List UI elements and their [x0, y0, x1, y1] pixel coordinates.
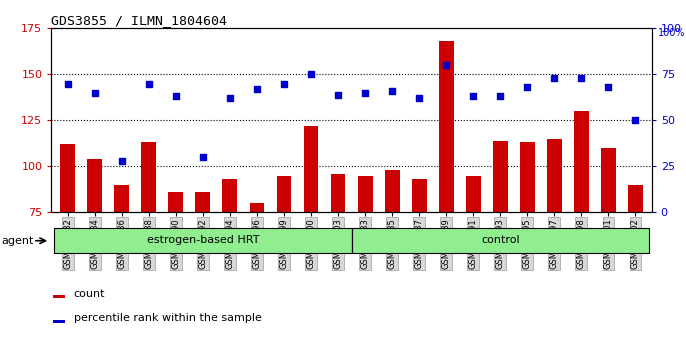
Bar	[439, 41, 453, 350]
Bar	[54, 228, 351, 253]
Bar	[54, 320, 65, 323]
Bar	[168, 192, 183, 350]
Bar	[276, 176, 292, 350]
Bar	[574, 111, 589, 350]
Text: count: count	[74, 289, 105, 299]
Point	[603, 84, 614, 90]
Point	[170, 93, 181, 99]
Point	[252, 86, 263, 92]
Point	[495, 93, 506, 99]
Text: control: control	[481, 235, 519, 245]
Bar	[115, 185, 129, 350]
Bar	[547, 139, 562, 350]
Bar	[628, 185, 643, 350]
Point	[549, 75, 560, 81]
Text: GDS3855 / ILMN_1804604: GDS3855 / ILMN_1804604	[51, 14, 228, 27]
Point	[198, 154, 209, 160]
Point	[62, 81, 73, 86]
Text: percentile rank within the sample: percentile rank within the sample	[74, 313, 261, 323]
Text: estrogen-based HRT: estrogen-based HRT	[147, 235, 259, 245]
Point	[630, 118, 641, 123]
Bar	[141, 142, 156, 350]
Point	[143, 81, 154, 86]
Text: 100%: 100%	[658, 28, 685, 38]
Point	[359, 90, 370, 96]
Bar	[357, 176, 372, 350]
Text: agent: agent	[1, 236, 34, 246]
Bar	[331, 174, 346, 350]
Bar	[60, 144, 75, 350]
Bar	[250, 203, 264, 350]
Bar	[304, 126, 318, 350]
Point	[116, 158, 127, 164]
Point	[440, 62, 451, 68]
Point	[89, 90, 100, 96]
Point	[576, 75, 587, 81]
Bar	[54, 295, 65, 298]
Bar	[87, 159, 102, 350]
Point	[414, 96, 425, 101]
Bar	[196, 192, 211, 350]
Bar	[222, 179, 237, 350]
Point	[224, 96, 235, 101]
Bar	[385, 170, 399, 350]
Bar	[493, 141, 508, 350]
Point	[333, 92, 344, 97]
Point	[305, 72, 316, 77]
Point	[279, 81, 289, 86]
Bar	[601, 148, 616, 350]
Bar	[466, 176, 481, 350]
Point	[468, 93, 479, 99]
Bar	[351, 228, 649, 253]
Point	[387, 88, 398, 94]
Point	[522, 84, 533, 90]
Bar	[412, 179, 427, 350]
Bar	[520, 142, 535, 350]
